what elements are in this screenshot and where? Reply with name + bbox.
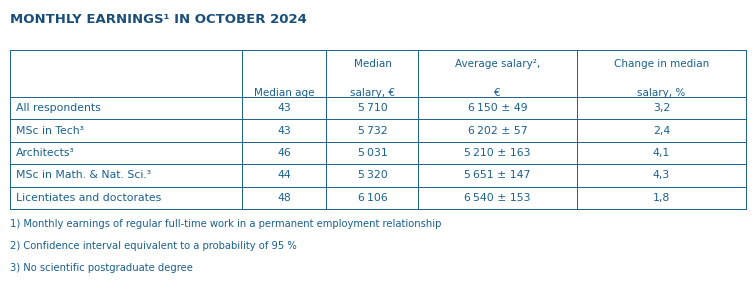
Text: 5 710: 5 710: [358, 103, 387, 113]
Text: 3) No scientific postgraduate degree: 3) No scientific postgraduate degree: [10, 263, 193, 273]
Text: Change in median: Change in median: [614, 59, 709, 69]
Text: 1,8: 1,8: [652, 193, 670, 203]
Text: 44: 44: [277, 170, 291, 180]
Text: MSc in Tech³: MSc in Tech³: [16, 126, 84, 136]
Text: 5 320: 5 320: [358, 170, 387, 180]
Text: salary, €: salary, €: [350, 88, 395, 98]
Text: 6 540 ± 153: 6 540 ± 153: [464, 193, 531, 203]
Text: 4,3: 4,3: [652, 170, 670, 180]
Text: Architects³: Architects³: [16, 148, 75, 158]
Text: All respondents: All respondents: [16, 103, 101, 113]
Text: 1) Monthly earnings of regular full-time work in a permanent employment relation: 1) Monthly earnings of regular full-time…: [10, 219, 442, 229]
Text: 5 210 ± 163: 5 210 ± 163: [464, 148, 531, 158]
Text: 2,4: 2,4: [652, 126, 670, 136]
Text: 3,2: 3,2: [652, 103, 670, 113]
Text: 43: 43: [277, 126, 291, 136]
Text: MONTHLY EARNINGS¹ IN OCTOBER 2024: MONTHLY EARNINGS¹ IN OCTOBER 2024: [10, 13, 307, 26]
Text: MSc in Math. & Nat. Sci.³: MSc in Math. & Nat. Sci.³: [16, 170, 151, 180]
Text: Licentiates and doctorates: Licentiates and doctorates: [16, 193, 161, 203]
Text: 6 150 ± 49: 6 150 ± 49: [468, 103, 528, 113]
Text: 2) Confidence interval equivalent to a probability of 95 %: 2) Confidence interval equivalent to a p…: [10, 241, 297, 251]
Text: Average salary²,: Average salary²,: [455, 59, 541, 69]
Text: 48: 48: [277, 193, 291, 203]
Text: 46: 46: [277, 148, 291, 158]
Text: Median: Median: [354, 59, 392, 69]
Text: 5 031: 5 031: [358, 148, 387, 158]
Text: 6 106: 6 106: [358, 193, 387, 203]
Text: 5 732: 5 732: [358, 126, 387, 136]
Text: €: €: [494, 88, 501, 98]
Text: 43: 43: [277, 103, 291, 113]
Text: Median age: Median age: [254, 88, 314, 98]
Text: salary, %: salary, %: [637, 88, 686, 98]
Text: 4,1: 4,1: [652, 148, 670, 158]
Text: 6 202 ± 57: 6 202 ± 57: [468, 126, 528, 136]
Text: 5 651 ± 147: 5 651 ± 147: [464, 170, 531, 180]
